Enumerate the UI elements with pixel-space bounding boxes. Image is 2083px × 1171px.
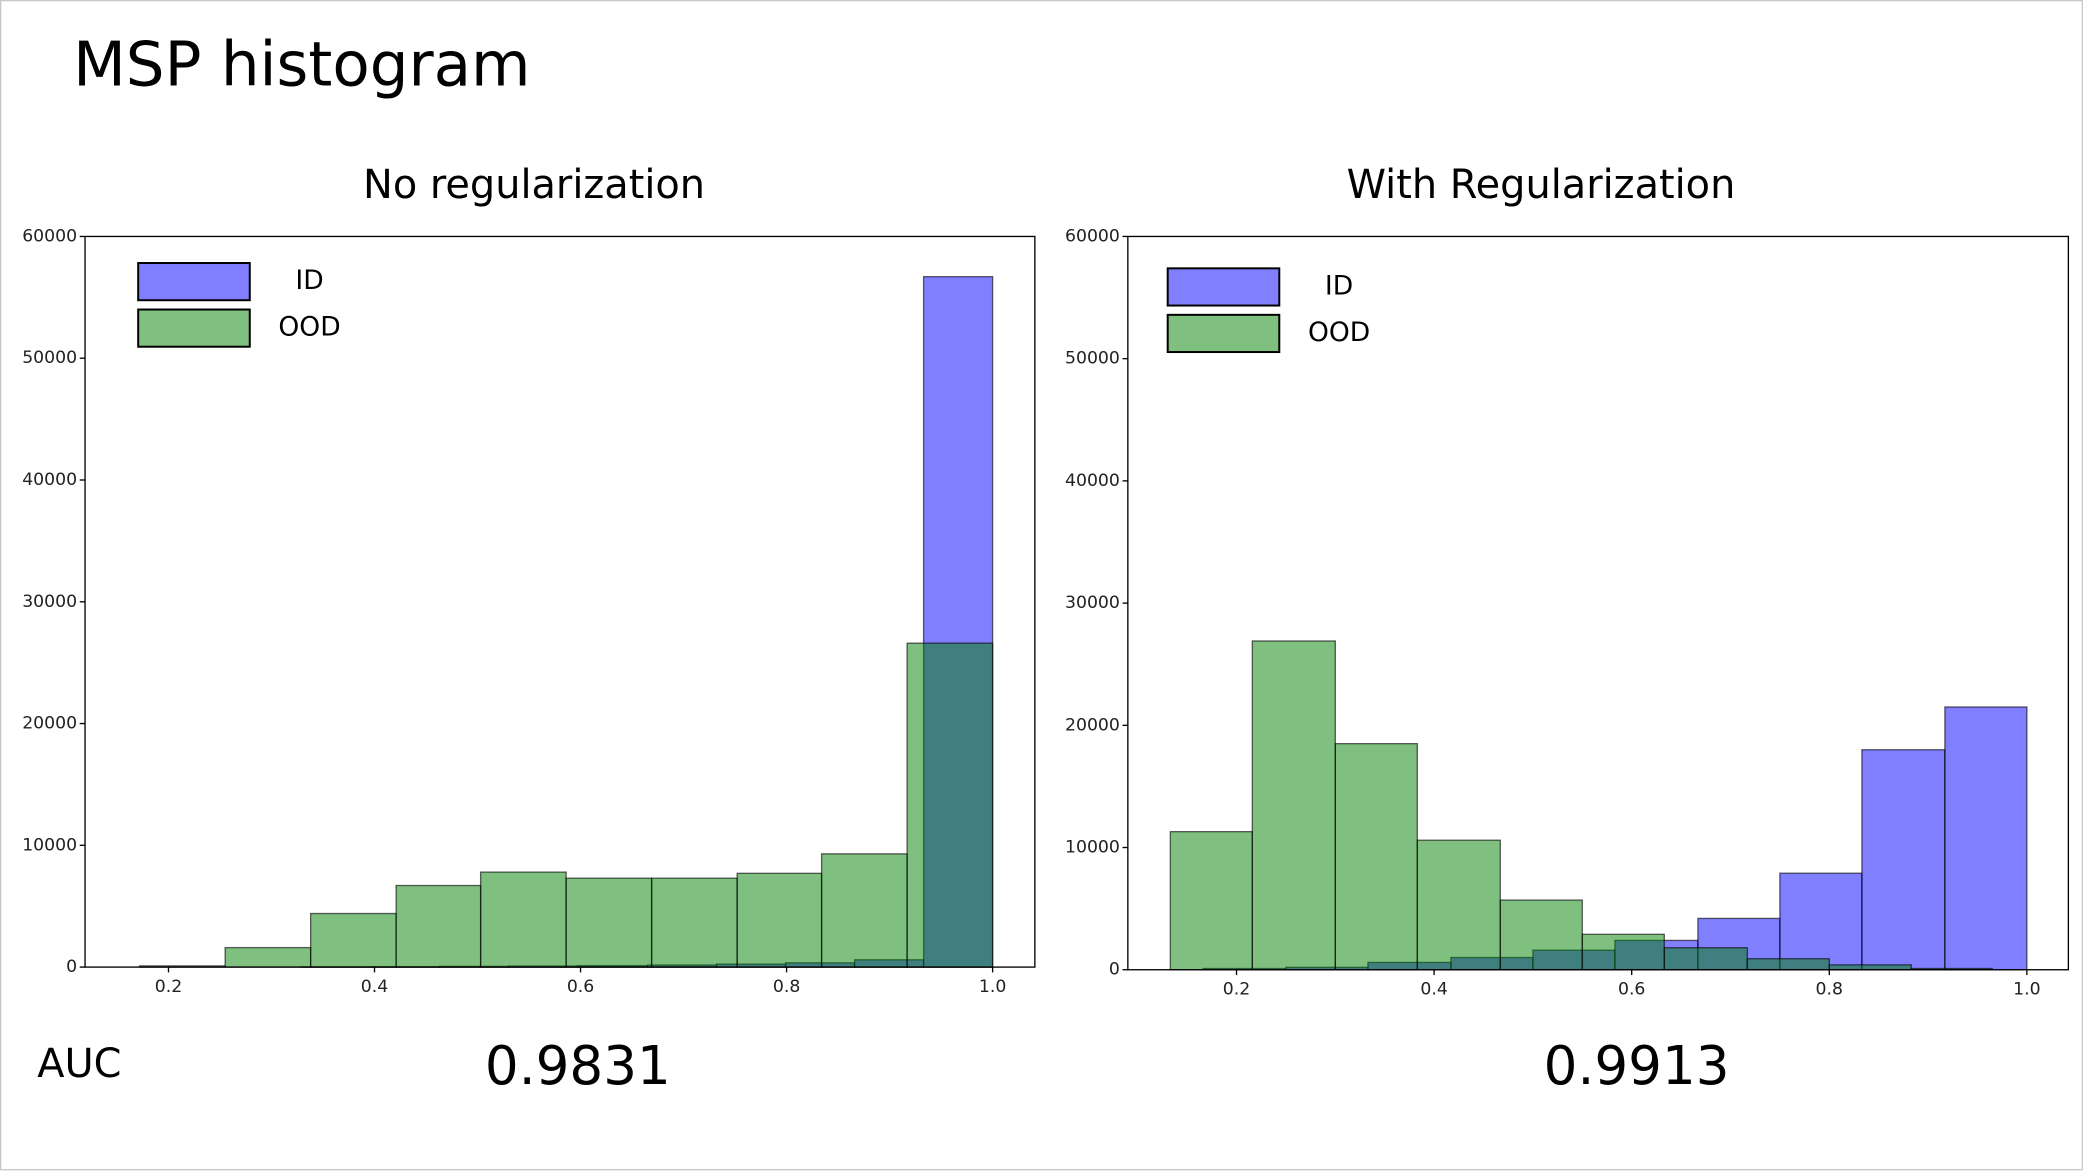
histogram-bar bbox=[224, 946, 312, 968]
histogram-bar bbox=[565, 877, 653, 968]
histogram-bar bbox=[1581, 933, 1665, 971]
y-tick-label: 20000 bbox=[1065, 715, 1120, 735]
auc-label: AUC bbox=[37, 1041, 121, 1087]
x-tick-label: 0.2 bbox=[1223, 980, 1250, 1000]
histogram-bar bbox=[479, 871, 567, 968]
histogram-bar bbox=[1779, 872, 1863, 971]
y-tick-label: 30000 bbox=[22, 592, 77, 612]
histogram-bar bbox=[820, 853, 908, 968]
legend-label: ID bbox=[1325, 270, 1353, 301]
histogram-bar bbox=[1251, 640, 1336, 971]
legend-swatch bbox=[137, 308, 251, 348]
y-tick-label: 60000 bbox=[22, 226, 77, 246]
histogram-bar bbox=[1746, 958, 1830, 971]
histogram-bar bbox=[906, 642, 994, 968]
histogram-bar bbox=[1944, 706, 2028, 971]
slide-title: MSP histogram bbox=[73, 30, 530, 101]
legend-label: OOD bbox=[278, 312, 340, 343]
x-tick-label: 0.4 bbox=[1420, 980, 1447, 1000]
histogram-bar bbox=[395, 884, 482, 968]
x-tick-label: 0.6 bbox=[567, 977, 594, 997]
histogram-bar bbox=[1334, 742, 1418, 971]
auc-value: 0.9831 bbox=[485, 1035, 671, 1097]
histogram-bar bbox=[1416, 839, 1501, 971]
x-tick-label: 1.0 bbox=[979, 977, 1006, 997]
legend-label: OOD bbox=[1308, 317, 1370, 348]
chart-title: No regularization bbox=[363, 162, 705, 208]
histogram-bar bbox=[650, 877, 738, 968]
x-tick-label: 0.4 bbox=[361, 977, 388, 997]
y-tick-label: 40000 bbox=[1065, 471, 1120, 491]
y-tick-label: 50000 bbox=[1065, 349, 1120, 369]
y-tick-label: 10000 bbox=[22, 835, 77, 855]
y-tick-label: 20000 bbox=[22, 714, 77, 734]
legend-swatch bbox=[137, 262, 251, 302]
y-tick-label: 30000 bbox=[1065, 593, 1120, 613]
y-tick-label: 40000 bbox=[22, 470, 77, 490]
legend-swatch bbox=[1166, 267, 1281, 307]
y-tick-label: 0 bbox=[1109, 960, 1120, 980]
histogram-bar bbox=[1169, 830, 1253, 971]
histogram-bar bbox=[1663, 947, 1748, 971]
histogram-bar bbox=[1828, 964, 1912, 971]
chart-title: With Regularization bbox=[1347, 162, 1736, 208]
y-tick-label: 60000 bbox=[1065, 226, 1120, 246]
x-tick-label: 1.0 bbox=[2013, 980, 2040, 1000]
x-tick-label: 0.6 bbox=[1618, 980, 1645, 1000]
legend-label: ID bbox=[295, 265, 323, 296]
histogram-bar bbox=[736, 872, 823, 968]
x-tick-label: 0.8 bbox=[1816, 980, 1843, 1000]
x-tick-label: 0.8 bbox=[773, 977, 800, 997]
y-tick-label: 0 bbox=[66, 957, 77, 977]
histogram-bar bbox=[309, 912, 397, 968]
auc-value: 0.9913 bbox=[1544, 1035, 1730, 1097]
histogram-bar bbox=[1499, 899, 1583, 971]
x-tick-label: 0.2 bbox=[155, 977, 182, 997]
y-tick-label: 50000 bbox=[22, 348, 77, 368]
y-tick-label: 10000 bbox=[1065, 838, 1120, 858]
histogram-bar bbox=[1861, 749, 1946, 971]
legend-swatch bbox=[1166, 313, 1281, 354]
